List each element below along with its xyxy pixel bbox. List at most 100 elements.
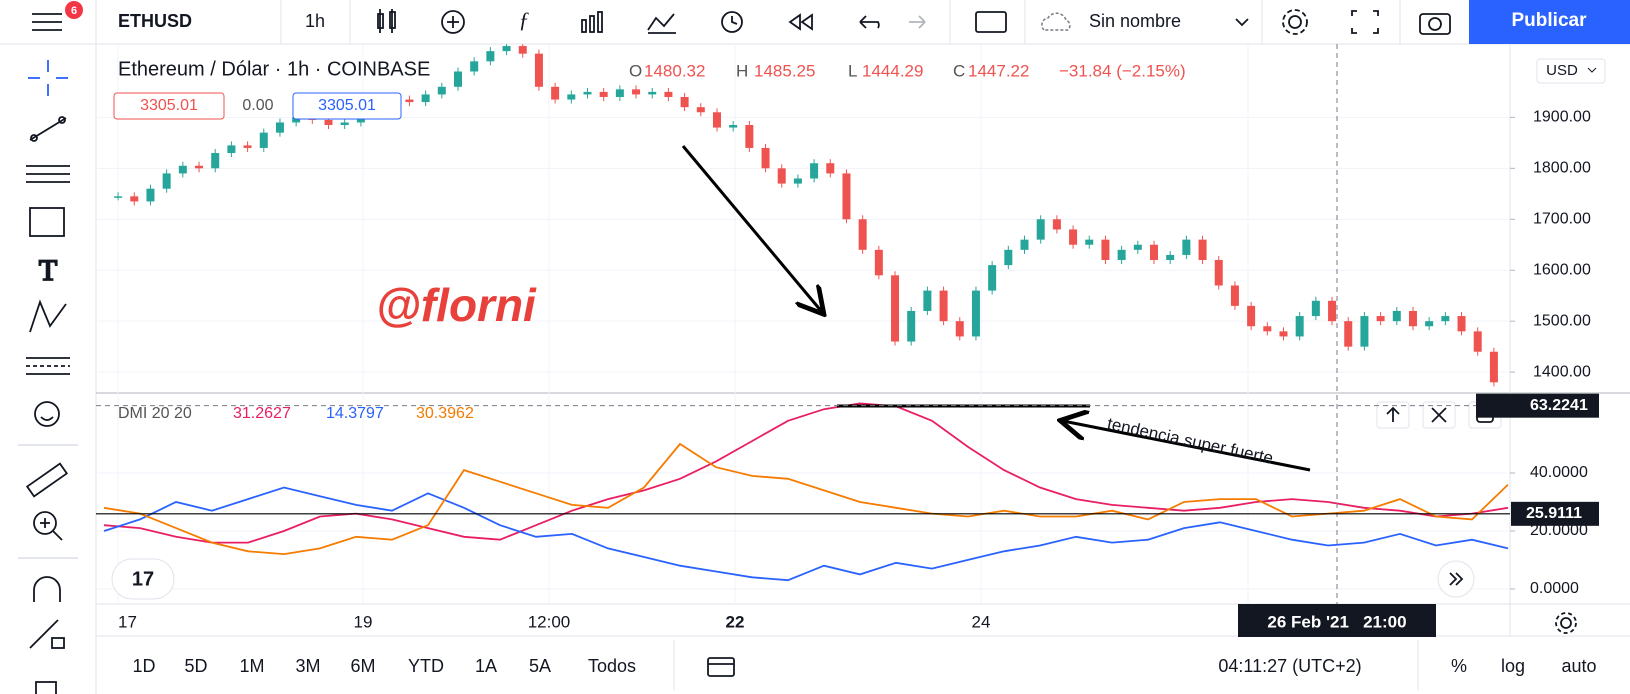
candle: [454, 71, 462, 87]
indicators-icon[interactable]: [441, 10, 465, 34]
lock-drawing-tool[interactable]: [29, 619, 65, 649]
shape-tool[interactable]: [29, 207, 65, 237]
x-tick-label: 17: [118, 612, 137, 631]
y-tick-label: 1800.00: [1533, 160, 1591, 177]
magnet-tool[interactable]: [33, 576, 61, 602]
candle: [1489, 351, 1498, 383]
candle: [211, 153, 220, 169]
candle: [534, 53, 543, 87]
range-button[interactable]: 1D: [132, 656, 155, 676]
crosshair-tool[interactable]: [28, 60, 68, 96]
publish-button[interactable]: [1469, 0, 1630, 44]
axis-settings[interactable]: [1555, 612, 1577, 634]
lock-tool[interactable]: [35, 681, 57, 694]
candle: [615, 89, 624, 97]
candle: [842, 173, 851, 220]
settings-icon[interactable]: [1282, 9, 1308, 35]
tv-logo: 17: [111, 558, 175, 600]
candle: [178, 165, 187, 174]
chart-title: Ethereum / Dólar · 1h · COINBASE: [118, 58, 430, 80]
cloud-icon: [1041, 12, 1071, 31]
pattern-tool[interactable]: [29, 299, 67, 333]
ohlc-value: 1447.22: [968, 61, 1029, 80]
dmi-line: [103, 486, 1509, 582]
left-sidebar: T: [18, 60, 78, 694]
range-button[interactable]: Todos: [588, 656, 636, 676]
indicator-title: DMI 20 20: [118, 405, 192, 422]
range-button[interactable]: 3M: [295, 656, 320, 676]
candle: [227, 145, 236, 154]
buy-box[interactable]: [292, 92, 402, 120]
auto-button[interactable]: auto: [1561, 656, 1596, 676]
redo-icon[interactable]: [909, 15, 926, 29]
currency-box[interactable]: [1536, 58, 1606, 84]
candle: [988, 265, 997, 291]
fx-icon[interactable]: ƒ: [519, 7, 530, 32]
candle: [939, 290, 948, 322]
candle: [340, 122, 349, 126]
fib-tool[interactable]: [26, 165, 70, 183]
candle: [405, 99, 414, 103]
prediction-tool[interactable]: [26, 357, 70, 375]
publish-label[interactable]: Publicar: [1512, 10, 1588, 31]
candle: [1101, 239, 1110, 261]
interval[interactable]: 1h: [305, 11, 325, 31]
sell-price[interactable]: 3305.01: [140, 97, 198, 114]
candle: [1085, 239, 1094, 245]
layout-name[interactable]: Sin nombre: [1089, 11, 1181, 31]
zoom-tool[interactable]: [33, 511, 63, 541]
spread: 0.00: [242, 97, 273, 114]
currency[interactable]: USD: [1546, 62, 1578, 79]
replay-icon[interactable]: [788, 13, 813, 31]
menu-button[interactable]: [32, 13, 62, 31]
dmi-lines: [103, 402, 1509, 582]
candles-icon[interactable]: [377, 9, 396, 33]
x-tick-label: 12:00: [528, 612, 571, 631]
compare-dates-icon[interactable]: [707, 657, 735, 677]
templates-icon[interactable]: [647, 13, 676, 34]
candles: [114, 44, 1498, 387]
candle: [1457, 316, 1466, 332]
percent-button[interactable]: %: [1451, 656, 1467, 676]
candle: [1263, 326, 1272, 332]
symbol[interactable]: ETHUSD: [118, 11, 192, 31]
text-tool[interactable]: T: [38, 253, 58, 288]
trendline-tool[interactable]: [29, 116, 67, 142]
alert-icon[interactable]: [721, 11, 743, 33]
y-tick-label: 0.0000: [1530, 580, 1579, 597]
log-button[interactable]: log: [1501, 656, 1525, 676]
fullscreen-icon[interactable]: [1351, 10, 1379, 34]
range-button[interactable]: 6M: [350, 656, 375, 676]
compare-icon[interactable]: [581, 11, 603, 33]
candle: [130, 196, 139, 202]
candle: [923, 290, 932, 311]
buy-price[interactable]: 3305.01: [318, 97, 376, 114]
range-button[interactable]: 1A: [475, 656, 497, 676]
emoji-tool[interactable]: [34, 401, 60, 427]
candle: [259, 132, 268, 148]
candle: [421, 94, 430, 103]
undo-icon[interactable]: [859, 15, 880, 29]
axis-value-label: 25.9111: [1526, 505, 1582, 522]
candle: [1247, 305, 1256, 327]
ruler-tool[interactable]: [25, 462, 69, 498]
range-button[interactable]: 5D: [184, 656, 207, 676]
ohlc-letter: H: [736, 61, 748, 80]
candle: [1425, 321, 1434, 327]
sell-box[interactable]: [113, 92, 225, 120]
candle: [1230, 285, 1239, 306]
range-button[interactable]: YTD: [408, 656, 444, 676]
snapshot-icon[interactable]: [1419, 13, 1451, 35]
candle: [664, 91, 673, 97]
layout-icon[interactable]: [975, 11, 1007, 33]
crosshair-time-box: [1238, 604, 1436, 637]
candle: [1166, 254, 1175, 261]
candle: [1408, 310, 1417, 327]
drawn-arrow: [681, 145, 822, 312]
layout-dropdown[interactable]: [1235, 18, 1249, 27]
range-button[interactable]: 5A: [529, 656, 551, 676]
range-button[interactable]: 1M: [239, 656, 264, 676]
scroll-to-end[interactable]: [1437, 560, 1475, 598]
candle: [1376, 316, 1385, 322]
candle: [114, 196, 123, 198]
